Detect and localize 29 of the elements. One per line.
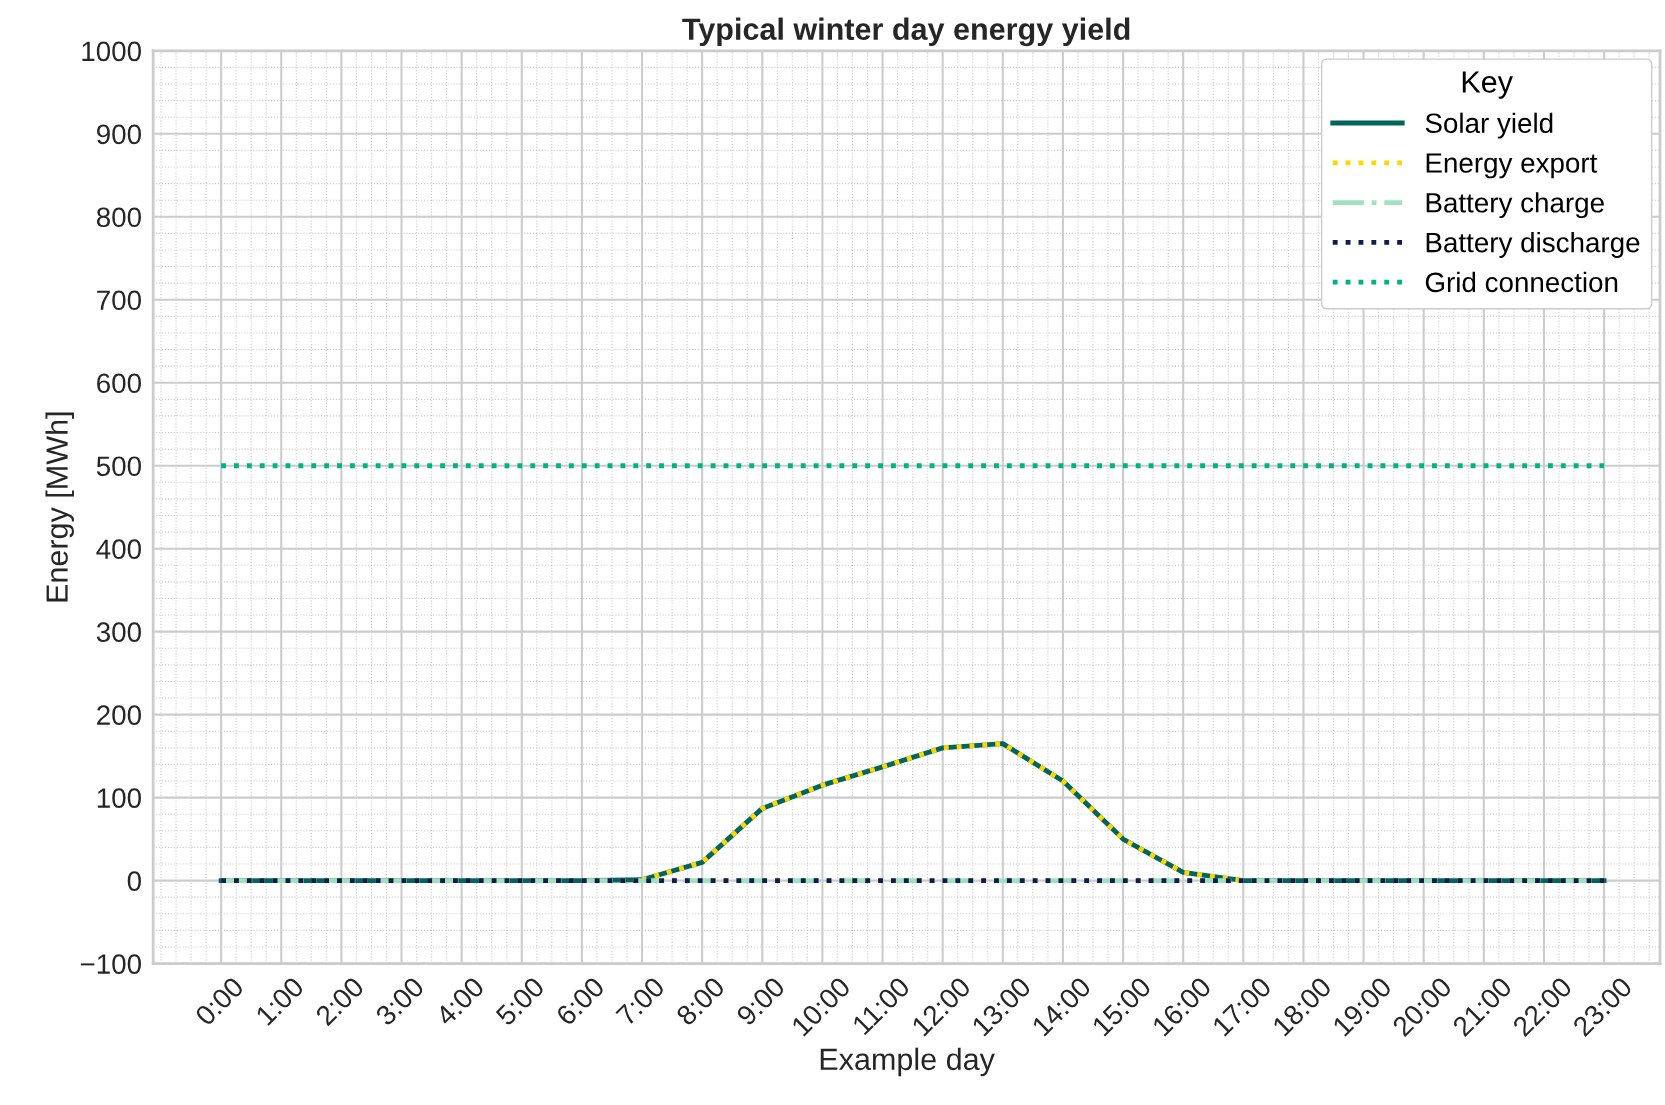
- x-tick-label: 4:00: [434, 975, 486, 1027]
- x-tick-label: 5:00: [494, 975, 546, 1027]
- y-tick-label: 1000: [82, 41, 141, 62]
- legend-label: Solar yield: [1425, 112, 1553, 139]
- y-tick-label: 100: [97, 788, 141, 808]
- y-tick-label: 400: [96, 539, 141, 560]
- x-tick-label: 8:00: [675, 975, 726, 1027]
- y-tick-label: 500: [96, 456, 141, 477]
- x-axis-title: Example day: [820, 1047, 995, 1077]
- y-tick-label: 600: [97, 373, 141, 394]
- legend-label: Energy export: [1426, 153, 1598, 179]
- x-tick-label: 3:00: [374, 975, 426, 1027]
- y-axis-title: Energy [MWh]: [45, 412, 74, 602]
- legend-label: Battery charge: [1426, 192, 1604, 219]
- x-tick-label: 0:00: [194, 975, 245, 1027]
- y-tick-label: 800: [96, 207, 141, 228]
- y-tick-label: −100: [80, 954, 141, 974]
- y-tick-label: 300: [96, 622, 141, 642]
- y-tick-label: 200: [97, 705, 141, 725]
- x-tick-label: 7:00: [615, 975, 666, 1027]
- x-tick-label: 6:00: [555, 975, 606, 1027]
- legend-title: Key: [1462, 71, 1513, 99]
- y-tick-label: 700: [97, 290, 141, 311]
- legend-label: Grid connection: [1425, 271, 1618, 293]
- legend-label: Battery discharge: [1426, 232, 1640, 258]
- x-tick-label: 9:00: [735, 975, 786, 1027]
- chart-title: Typical winter day energy yield: [682, 17, 1130, 47]
- y-tick-label: 0: [127, 871, 141, 891]
- y-tick-label: 900: [97, 124, 141, 145]
